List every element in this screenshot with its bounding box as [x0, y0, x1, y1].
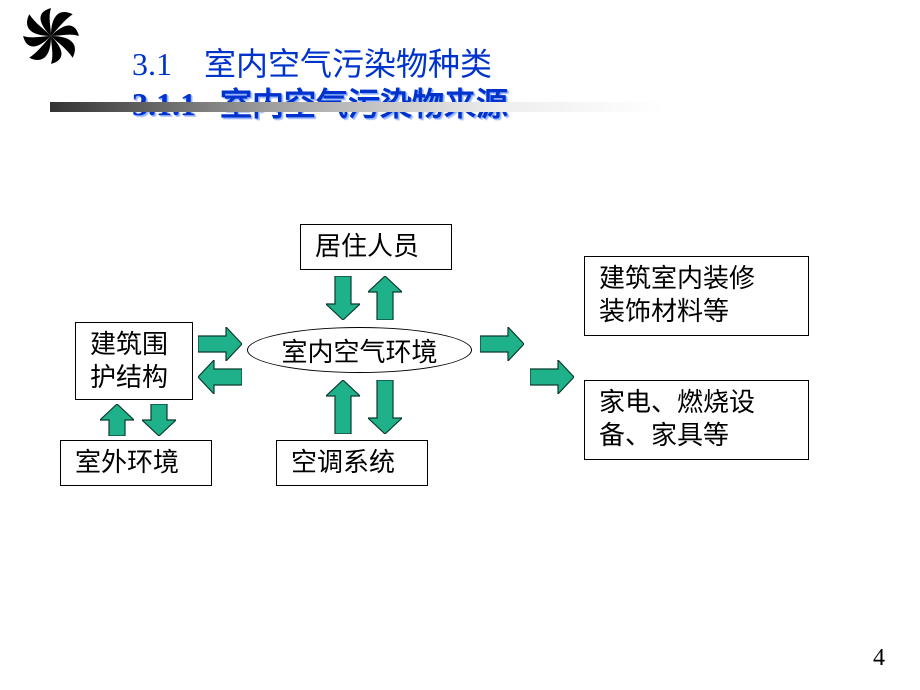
node-rightbot: 家电、燃烧设备、家具等	[584, 380, 809, 460]
node-bottom: 空调系统	[276, 440, 428, 486]
node-top-label: 居住人员	[315, 232, 419, 261]
node-bottomleft: 室外环境	[60, 440, 212, 486]
arrow-top_down	[326, 276, 360, 320]
arrow-right_out2	[530, 360, 574, 394]
arrow-bot_down	[368, 380, 402, 434]
arrow-left_in	[198, 327, 242, 361]
slide: 3.1 室内空气污染物种类 3.1.1 室内空气污染物来源 室内空气环境 居住人…	[0, 0, 920, 690]
node-righttop-label: 建筑室内装修装饰材料等	[599, 264, 755, 326]
node-bottomleft-label: 室外环境	[75, 448, 179, 477]
node-left-label: 建筑围护结构	[90, 330, 168, 392]
node-left: 建筑围护结构	[75, 322, 193, 400]
arrow-bl_down	[142, 404, 176, 436]
node-rightbot-label: 家电、燃烧设备、家具等	[599, 388, 755, 450]
pinwheel-logo	[20, 5, 82, 72]
arrow-bl_up	[100, 404, 134, 436]
node-righttop: 建筑室内装修装饰材料等	[584, 256, 809, 336]
gradient-divider	[50, 102, 870, 112]
node-bottom-label: 空调系统	[291, 448, 395, 477]
center-oval-node: 室内空气环境	[247, 327, 472, 373]
page-number: 4	[873, 645, 885, 672]
center-label: 室内空气环境	[281, 332, 437, 369]
arrow-bot_up	[326, 380, 360, 434]
node-top: 居住人员	[300, 224, 452, 270]
arrow-right_out1	[480, 327, 524, 361]
arrow-left_out	[198, 360, 242, 394]
arrow-top_up	[368, 276, 402, 320]
